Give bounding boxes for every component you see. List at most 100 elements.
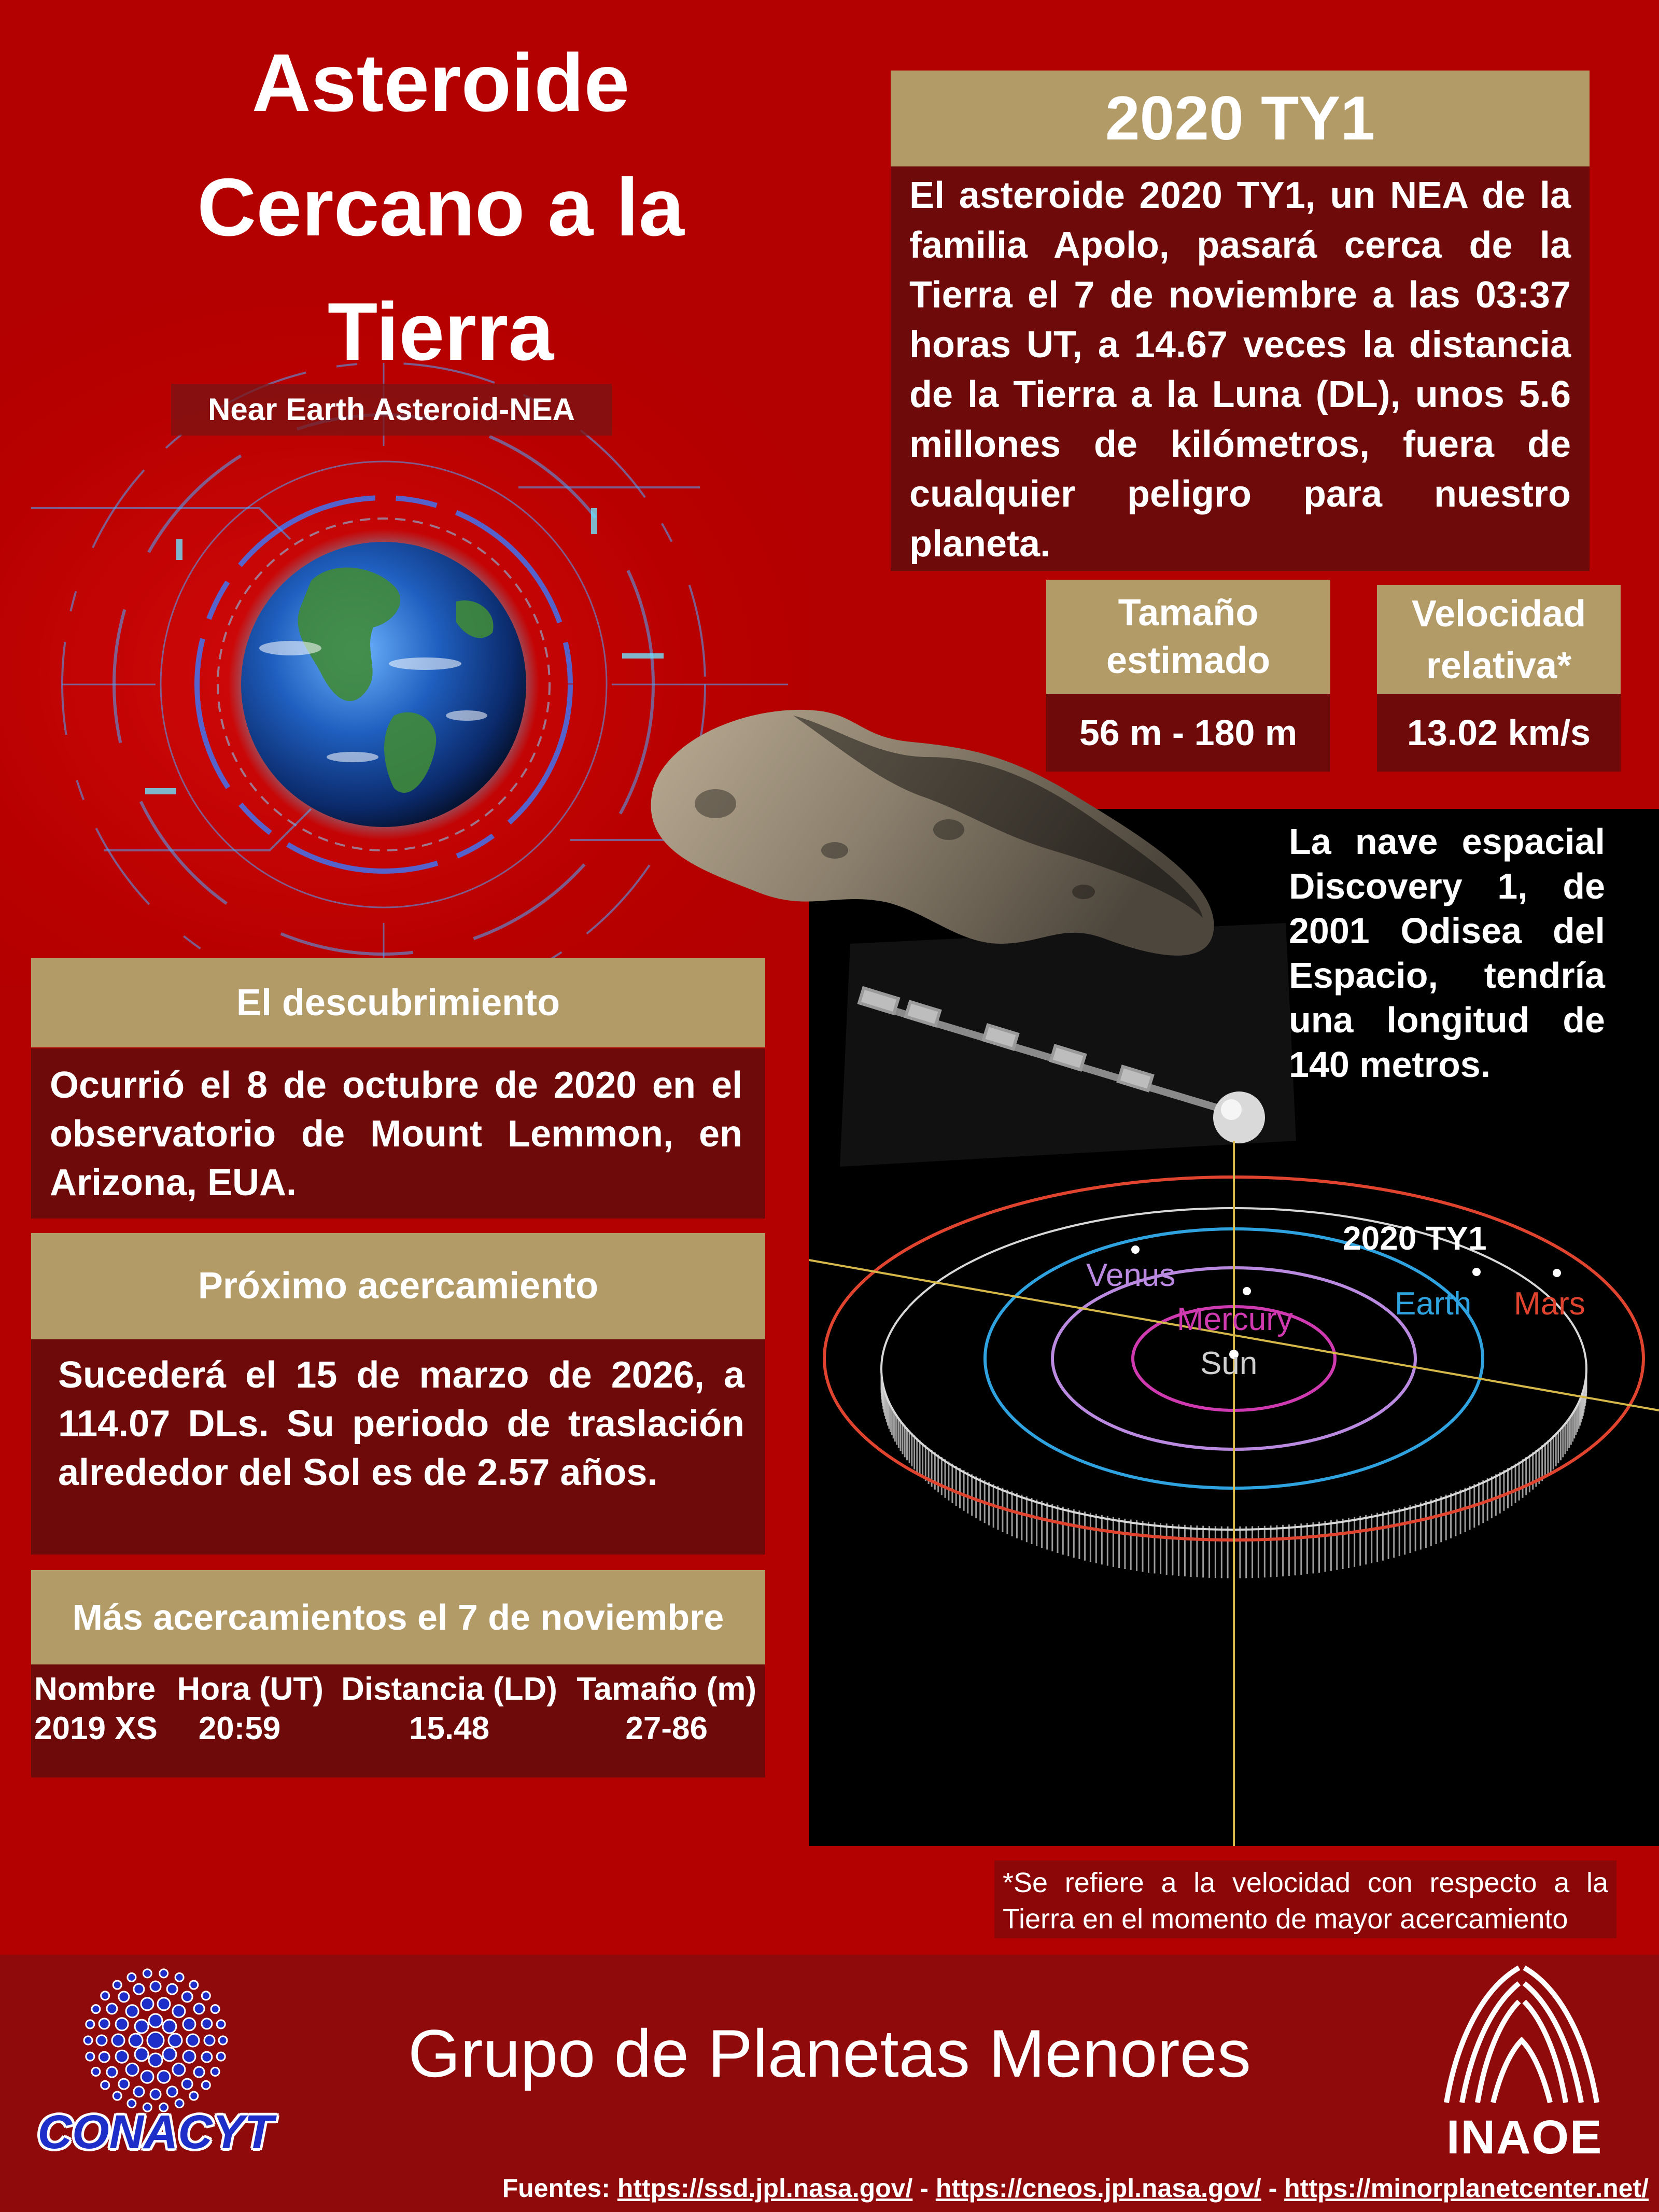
mars-label: Mars <box>1514 1286 1585 1322</box>
sources-separator: - <box>912 2174 936 2203</box>
earth-marker <box>1472 1268 1481 1276</box>
logo-dot <box>193 2066 205 2078</box>
logo-dot <box>134 2019 149 2034</box>
logo-dot <box>91 2004 101 2014</box>
table-header-row: Nombre Hora (UT) Distancia (LD) Tamaño (… <box>31 1670 765 1709</box>
ship-comparison-text: La nave espacial Discovery 1, de 2001 Od… <box>1289 821 1605 1085</box>
logo-dot <box>134 2047 149 2062</box>
logo-dot <box>146 2031 165 2050</box>
next-approach-header: Próximo acercamiento <box>31 1233 765 1339</box>
logo-dot <box>140 1997 154 2011</box>
table-cell: 20:59 <box>198 1711 281 1746</box>
logo-dot <box>148 2013 163 2028</box>
logo-dot <box>162 2019 177 2034</box>
logo-dot <box>128 2033 144 2048</box>
source-link-mpc[interactable]: https://minorplanetcenter.net/ <box>1284 2174 1649 2203</box>
logo-dot <box>140 2069 154 2084</box>
inaoe-wordmark: INAOE <box>1446 2111 1603 2164</box>
logo-dot <box>201 2051 213 2063</box>
logo-dot <box>126 1972 137 1982</box>
velocity-value: 13.02 km/s <box>1377 694 1621 772</box>
logo-dot <box>186 2033 200 2048</box>
velocity-footnote: *Se refiere a la velocidad con respecto … <box>994 1860 1616 1938</box>
logo-dot <box>216 2019 226 2029</box>
size-label: Tamaño estimado <box>1046 580 1330 694</box>
logo-dot <box>125 2004 139 2019</box>
venus-marker <box>1131 1245 1140 1254</box>
sources-line: Fuentes: https://ssd.jpl.nasa.gov/ - htt… <box>353 2170 1649 2206</box>
logo-dot <box>172 2062 186 2077</box>
logo-dot <box>100 1991 110 2001</box>
subtitle: Near Earth Asteroid-NEA <box>171 384 612 436</box>
column-header: Distancia (LD) <box>341 1671 557 1707</box>
table-cell: 27-86 <box>625 1711 708 1746</box>
sources-separator: - <box>1261 2174 1285 2203</box>
logo-dot <box>112 1980 122 1990</box>
next-approach-text: Sucederá el 15 de marzo de 2026, a 114.0… <box>58 1354 744 1493</box>
more-approaches-table: Nombre Hora (UT) Distancia (LD) Tamaño (… <box>31 1664 765 1777</box>
mercury-label: Mercury <box>1177 1301 1293 1337</box>
more-approaches-header: Más acercamientos el 7 de noviembre <box>31 1570 765 1664</box>
logo-dot <box>216 2051 226 2062</box>
source-link-jpl[interactable]: https://ssd.jpl.nasa.gov/ <box>617 2174 913 2203</box>
ship-comparison-panel: La nave espacial Discovery 1, de 2001 Od… <box>1289 819 1605 1087</box>
logo-dot <box>159 1968 169 1979</box>
object-label: 2020 TY1 <box>1343 1220 1487 1257</box>
discovery-text: Ocurrió el 8 de octubre de 2020 en el ob… <box>50 1065 742 1203</box>
logo-dot <box>166 1983 178 1995</box>
size-value: 56 m - 180 m <box>1046 694 1330 772</box>
logo-dot <box>149 2088 162 2101</box>
logo-dot <box>100 2080 110 2090</box>
logo-dot <box>95 2034 108 2047</box>
group-name: Grupo de Planetas Menores <box>408 2015 1251 2091</box>
orbit-axis-horizontal <box>809 1259 1659 1411</box>
logo-dot <box>201 2018 213 2030</box>
logo-dot <box>162 2047 177 2062</box>
logo-dot <box>112 2091 122 2101</box>
logo-dot <box>203 2034 216 2047</box>
logo-dot <box>91 2066 101 2077</box>
logo-dot <box>182 2017 196 2032</box>
logo-dot <box>106 2066 118 2078</box>
discovery-panel: Ocurrió el 8 de octubre de 2020 en el ob… <box>31 1048 765 1219</box>
inaoe-logo-icon <box>1444 1965 1599 2104</box>
logo-dot <box>181 1991 193 2003</box>
logo-dot <box>189 2091 199 2101</box>
asteroid-name-header: 2020 TY1 <box>891 71 1590 166</box>
logo-dot <box>182 2049 196 2064</box>
logo-dot <box>174 1972 185 1982</box>
earth-hud-illustration <box>31 362 788 964</box>
logo-dot <box>157 2069 171 2084</box>
conacyt-logo-icon <box>83 1968 228 2112</box>
logo-dot <box>201 2080 211 2090</box>
sun-marker <box>1229 1350 1239 1359</box>
velocity-label: Velocidad relativa* <box>1377 585 1621 694</box>
logo-dot <box>142 2102 152 2112</box>
sun-label: Sun <box>1200 1346 1257 1381</box>
table-cell: 15.48 <box>409 1711 490 1746</box>
logo-dot <box>85 2051 95 2062</box>
discovery-header: El descubrimiento <box>31 958 765 1047</box>
logo-dot <box>133 1983 145 1995</box>
logo-dot <box>83 2035 93 2046</box>
logo-dot <box>115 2017 129 2032</box>
logo-dot <box>174 2098 185 2109</box>
logo-dot <box>210 2004 220 2014</box>
logo-dot <box>118 1991 130 2003</box>
logo-dot <box>142 1968 152 1979</box>
earth-label: Earth <box>1395 1286 1471 1322</box>
logo-dot <box>157 1997 171 2011</box>
source-link-cneos[interactable]: https://cneos.jpl.nasa.gov/ <box>935 2174 1261 2203</box>
logo-dot <box>210 2066 220 2077</box>
logo-dot <box>111 2033 125 2048</box>
logo-dot <box>98 2051 110 2063</box>
logo-dot <box>218 2035 228 2046</box>
logo-dot <box>85 2019 95 2029</box>
footer-band <box>0 1955 1659 2212</box>
logo-dot <box>201 1991 211 2001</box>
spaceship-illustration <box>840 923 1296 1167</box>
column-header: Hora (UT) <box>177 1671 324 1707</box>
logo-dot <box>125 2062 139 2077</box>
mars-marker <box>1553 1269 1561 1277</box>
column-header: Nombre <box>34 1671 156 1707</box>
